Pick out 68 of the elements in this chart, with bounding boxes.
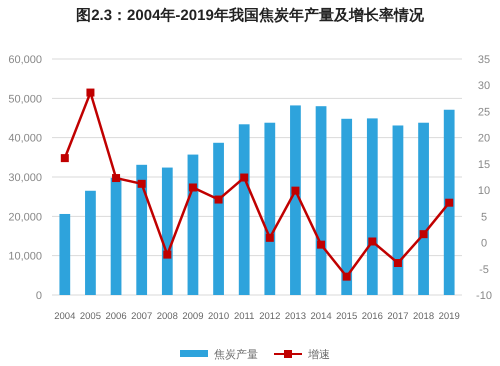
x-tick-label: 2008	[156, 311, 178, 322]
x-tick-label: 2016	[362, 311, 383, 322]
point	[240, 174, 248, 182]
legend-label: 焦炭产量	[214, 348, 258, 361]
bar	[110, 178, 122, 295]
bar	[85, 190, 96, 295]
bar	[136, 164, 148, 295]
x-tick-label: 2006	[105, 311, 127, 322]
point	[368, 238, 376, 246]
y-tick-label: 10,000	[8, 250, 42, 263]
y-tick-label: 30,000	[8, 172, 42, 184]
x-tick-label: 2018	[412, 311, 434, 322]
bar	[418, 122, 429, 295]
point	[291, 186, 300, 195]
y2-tick-label: 10	[478, 185, 490, 198]
legend-label: 增速	[307, 348, 330, 361]
y-tick-label: 60,000	[8, 54, 42, 66]
bar	[264, 122, 276, 295]
y-tick-label: 40,000	[8, 132, 42, 145]
bar	[341, 118, 352, 295]
y-tick-label: 50,000	[8, 93, 42, 106]
point	[163, 250, 172, 259]
bar	[392, 125, 404, 295]
x-tick-label: 2010	[208, 311, 230, 322]
x-tick-label: 2015	[336, 311, 358, 322]
y2-tick-label: 30	[478, 80, 490, 92]
y2-tick-label: 35	[478, 54, 490, 66]
point	[138, 180, 146, 188]
bar	[444, 110, 455, 295]
bar	[238, 124, 250, 295]
y2-tick-label: 5	[480, 211, 488, 224]
x-tick-label: 2012	[259, 311, 280, 322]
point	[266, 234, 274, 242]
y2-tick-label: -10	[476, 290, 492, 302]
x-tick-label: 2019	[438, 311, 460, 322]
y2-tick-label: 15	[478, 158, 490, 171]
point	[445, 198, 454, 207]
x-tick-label: 2007	[131, 311, 152, 322]
x-tick-label: 2011	[234, 311, 254, 322]
y2-tick-label: -5	[479, 264, 489, 276]
point	[214, 196, 223, 204]
x-tick-label: 2009	[182, 311, 204, 322]
point	[420, 230, 428, 238]
bar	[162, 168, 173, 295]
point	[86, 88, 94, 97]
y-tick-label: 20,000	[8, 211, 42, 224]
y2-tick-label: 20	[478, 132, 490, 145]
chart-title: 图2.3：2004年-2019年我国焦炭年产量及增长率情况	[76, 6, 425, 24]
y-tick-label: 0	[36, 290, 42, 302]
x-tick-label: 2017	[387, 311, 409, 322]
bar	[290, 105, 301, 295]
bar	[213, 142, 224, 295]
x-tick-label: 2014	[310, 311, 332, 322]
point	[317, 240, 326, 249]
bar	[316, 106, 326, 295]
point	[394, 259, 402, 268]
x-tick-label: 2005	[80, 311, 102, 322]
point	[112, 174, 120, 182]
bar	[188, 154, 198, 295]
x-tick-label: 2004	[54, 311, 76, 322]
point	[188, 183, 197, 192]
y2-tick-label: 25	[478, 106, 490, 118]
point	[60, 154, 69, 162]
bar	[59, 214, 70, 295]
point	[342, 272, 351, 281]
y2-tick-label: 0	[480, 238, 488, 250]
x-tick-label: 2013	[284, 311, 306, 322]
bar	[366, 118, 378, 295]
